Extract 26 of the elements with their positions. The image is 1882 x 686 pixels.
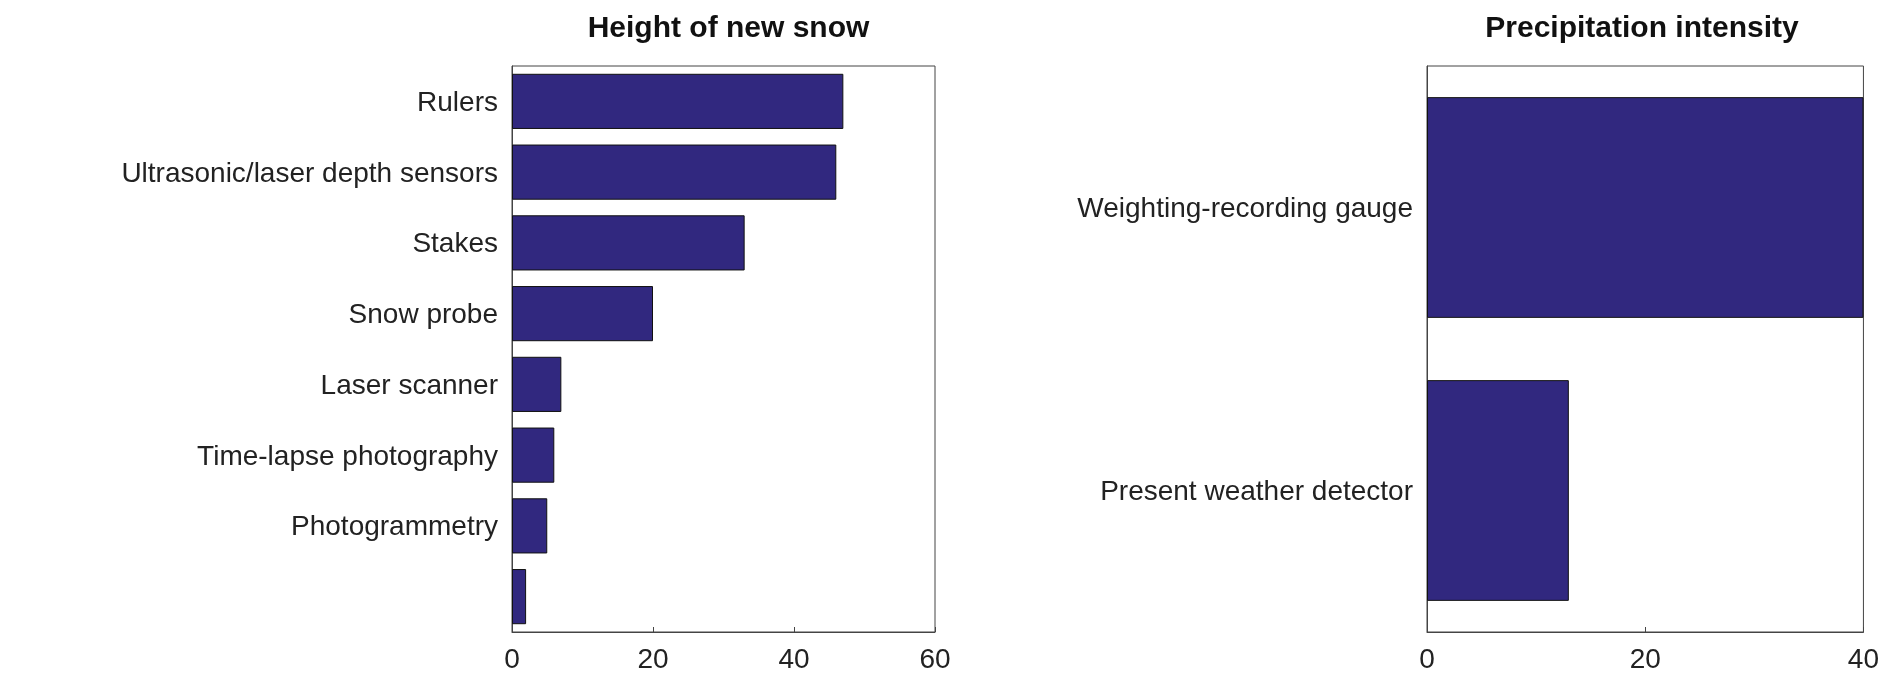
bar (512, 356, 562, 412)
y-tick-label: Laser scanner (320, 368, 498, 400)
x-tick-label: 20 (637, 642, 669, 674)
bar (512, 215, 745, 271)
bar (512, 73, 844, 129)
x-tick-label: 0 (1419, 642, 1435, 674)
bar (512, 144, 837, 200)
bar (512, 569, 527, 625)
y-tick-label: Stakes (412, 227, 498, 259)
chart-title: Height of new snow (587, 9, 870, 43)
x-tick-label: 40 (778, 642, 810, 674)
chart-title: Precipitation intensity (1485, 9, 1800, 43)
y-tick-label: Time-lapse photography (197, 439, 498, 471)
x-tick-label: 60 (919, 642, 951, 674)
y-tick-label: Rulers (417, 85, 498, 117)
y-tick-label: Photogrammetry (291, 510, 498, 542)
x-tick-label: 40 (1847, 642, 1880, 674)
y-tick-label: Weighting-recording gauge (1077, 192, 1413, 223)
bar (512, 427, 555, 483)
y-tick-label: Present weather detector (1100, 475, 1413, 506)
bar (512, 286, 653, 342)
y-tick-label: Ultrasonic/laser depth sensors (121, 156, 498, 188)
x-tick-label: 0 (504, 642, 520, 674)
y-tick-label: Snow probe (348, 298, 498, 330)
x-tick-label: 20 (1629, 642, 1661, 674)
bar (512, 498, 548, 554)
